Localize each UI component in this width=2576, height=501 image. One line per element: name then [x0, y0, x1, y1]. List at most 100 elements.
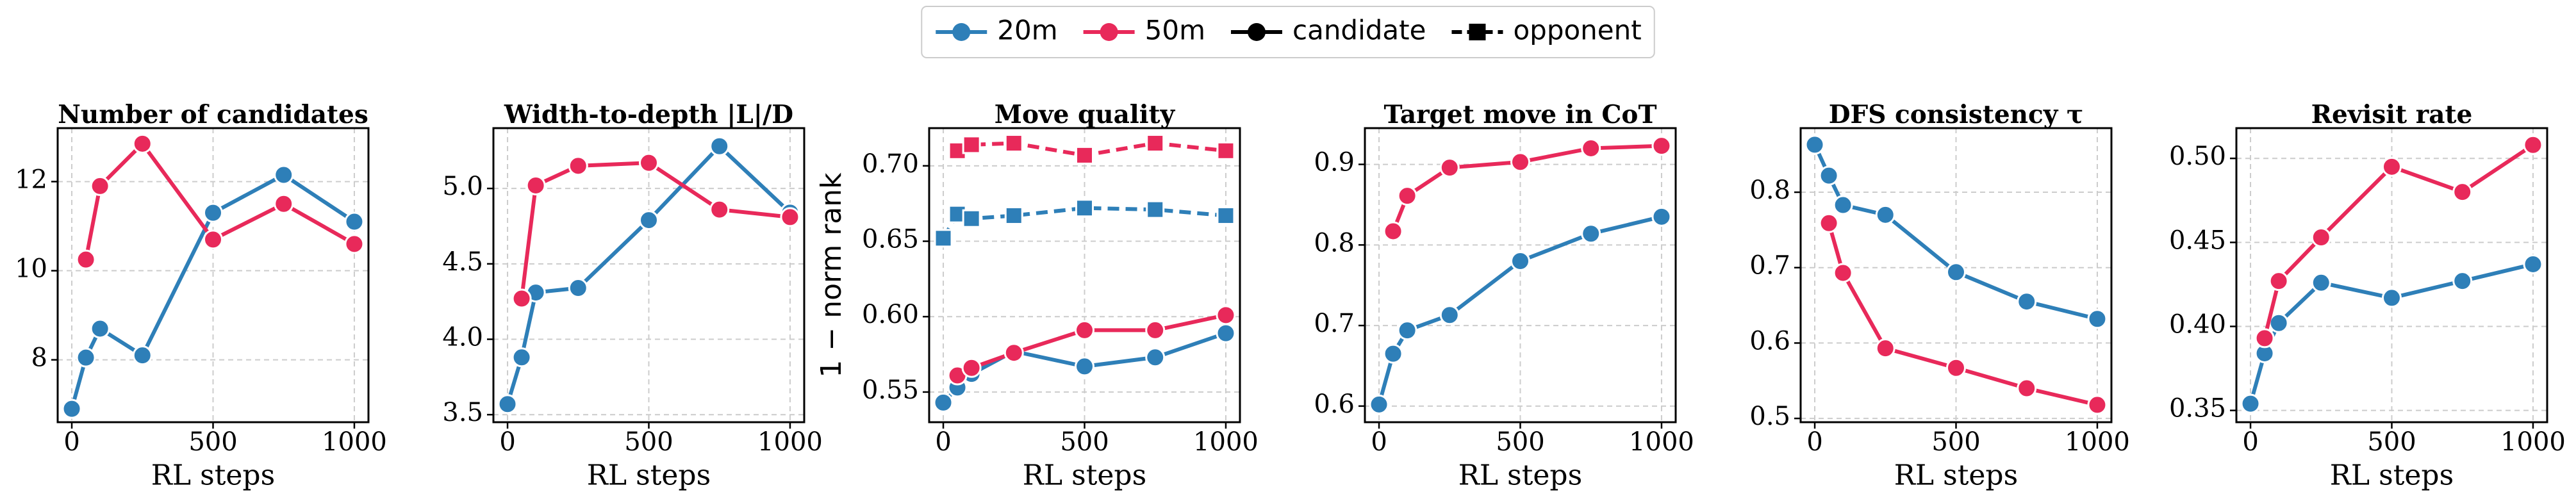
marker — [203, 202, 223, 223]
marker — [962, 135, 981, 154]
marker — [962, 209, 981, 228]
marker — [2382, 156, 2402, 177]
marker — [1247, 23, 1266, 41]
marker — [511, 347, 532, 368]
marker — [76, 249, 96, 270]
marker — [1075, 145, 1094, 165]
marker — [934, 229, 953, 248]
marker — [1216, 206, 1235, 226]
marker — [1216, 141, 1235, 160]
marker — [1075, 320, 1094, 340]
x-axis-label: RL steps — [151, 459, 275, 492]
y-tick-label: 0.6 — [1314, 390, 1355, 419]
marker — [1510, 152, 1530, 172]
legend-box — [921, 6, 1655, 58]
x-tick-label: 0 — [1806, 427, 1822, 457]
y-tick-label: 0.35 — [2169, 394, 2226, 423]
chart-title: Move quality — [995, 100, 1176, 129]
marker — [1875, 338, 1895, 359]
marker — [132, 133, 153, 154]
marker — [1581, 138, 1601, 158]
marker — [1075, 356, 1094, 377]
x-tick-label: 1000 — [2065, 427, 2130, 457]
marker — [2017, 378, 2037, 398]
series-line — [520, 161, 791, 299]
marker — [2311, 272, 2331, 293]
y-tick-label: 0.8 — [1314, 228, 1355, 258]
y-tick-label: 0.7 — [1314, 309, 1355, 338]
marker — [933, 392, 954, 413]
chart-title: Revisit rate — [2311, 100, 2473, 129]
marker — [1145, 320, 1166, 340]
x-tick-label: 0 — [63, 427, 79, 457]
marker — [709, 199, 730, 220]
marker — [1819, 165, 1839, 186]
marker — [2240, 393, 2261, 414]
marker — [2452, 271, 2473, 292]
marker — [568, 156, 588, 176]
marker — [780, 207, 800, 227]
x-tick-label: 1000 — [1629, 427, 1694, 457]
x-tick-label: 0 — [2242, 427, 2258, 457]
y-tick-label: 10 — [15, 254, 47, 284]
marker — [1100, 23, 1118, 41]
x-tick-label: 1000 — [322, 427, 387, 457]
marker — [1383, 343, 1403, 364]
x-tick-label: 500 — [2367, 427, 2416, 457]
x-axis-label: RL steps — [1894, 459, 2018, 492]
series-line — [84, 140, 356, 260]
marker — [1397, 186, 1417, 206]
marker — [1875, 204, 1895, 225]
panel: 0 500 1000 0.6 0.7 0.8 0.9 Target move in CoT RL… — [1314, 100, 1694, 492]
y-tick-label: 0.65 — [862, 225, 919, 254]
marker — [1004, 134, 1023, 153]
y-tick-label: 0.5 — [1749, 402, 1790, 431]
marker — [1145, 347, 1166, 368]
marker — [2382, 288, 2402, 308]
marker — [1004, 206, 1023, 226]
x-tick-label: 500 — [1496, 427, 1544, 457]
marker — [1397, 320, 1417, 341]
y-tick-label: 0.8 — [1749, 176, 1790, 205]
axes-frame — [492, 127, 805, 423]
y-tick-label: 0.70 — [862, 149, 919, 179]
marker — [62, 398, 82, 419]
panel: 0 500 1000 0.35 0.40 0.45 0.50 Revisit rate RL s… — [2169, 100, 2566, 492]
axes-frame — [2235, 127, 2548, 423]
marker — [2254, 328, 2275, 349]
series-line — [1827, 222, 2098, 407]
y-tick-label: 4.5 — [442, 247, 483, 277]
y-tick-label: 4.0 — [442, 323, 483, 352]
marker — [1075, 199, 1094, 218]
series-line — [2263, 143, 2534, 339]
marker — [1833, 263, 1853, 283]
x-tick-label: 1000 — [1193, 427, 1259, 457]
y-tick-label: 0.9 — [1314, 148, 1355, 177]
chart-title: Width-to-depth |L|/D — [504, 100, 793, 129]
x-axis-label: RL steps — [1458, 459, 1582, 492]
y-axis-label: 1 − norm rank — [815, 172, 848, 378]
marker — [1369, 394, 1389, 415]
marker — [1146, 134, 1165, 153]
y-tick-label: 0.40 — [2169, 309, 2226, 339]
y-tick-label: 0.7 — [1749, 251, 1790, 281]
series-line — [956, 141, 1226, 158]
marker — [2523, 254, 2543, 274]
marker — [1819, 213, 1839, 233]
chart-title: DFS consistency τ — [1829, 100, 2084, 129]
axes-frame — [56, 127, 370, 423]
marker — [1469, 24, 1486, 40]
marker — [1003, 343, 1024, 363]
y-tick-label: 12 — [15, 165, 47, 194]
marker — [2087, 309, 2108, 329]
marker — [1216, 305, 1236, 325]
x-tick-label: 0 — [1371, 427, 1387, 457]
marker — [525, 175, 546, 195]
legend-label: 50m — [1145, 15, 1205, 46]
y-tick-label: 0.50 — [2169, 142, 2226, 171]
marker — [1581, 224, 1601, 244]
marker — [1804, 135, 1825, 155]
panel: 0 500 1000 0.55 0.60 0.65 0.70 Move quality RL s… — [815, 100, 1259, 492]
marker — [90, 318, 110, 339]
y-tick-label: 0.60 — [862, 300, 919, 329]
